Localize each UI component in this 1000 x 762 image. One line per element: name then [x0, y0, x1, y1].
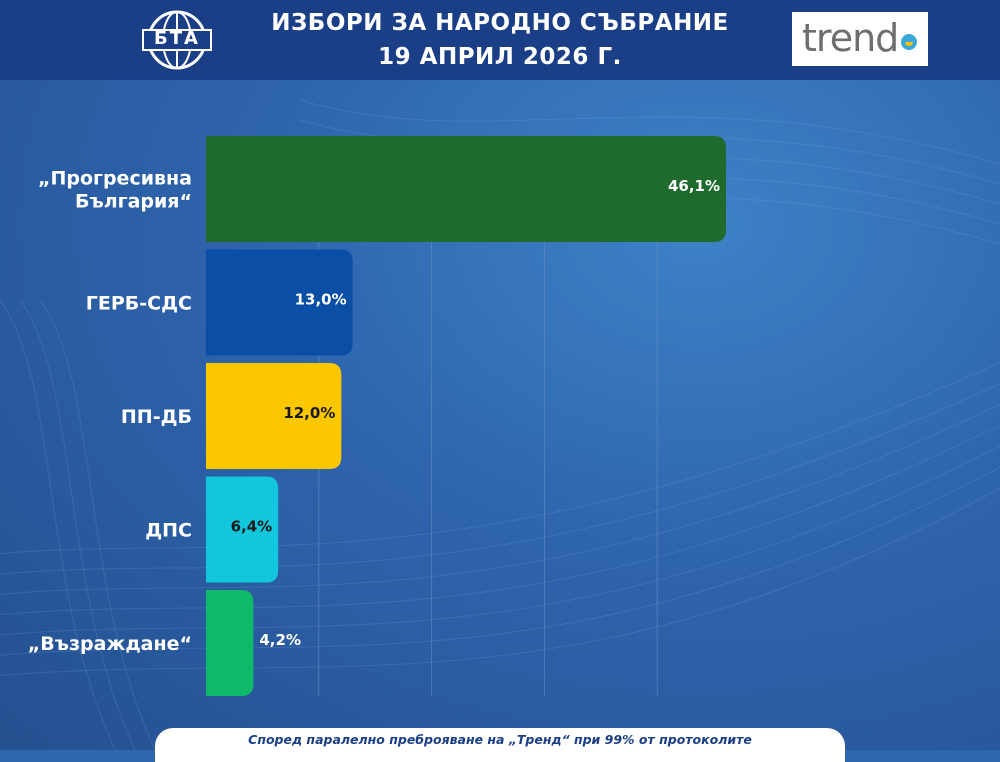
- category-label-герб-сдс: ГЕРБ-СДС: [86, 293, 192, 315]
- category-label-пп-дб: ПП-ДБ: [121, 406, 192, 428]
- title-line-1: ИЗБОРИ ЗА НАРОДНО СЪБРАНИЕ: [271, 10, 729, 36]
- title-line-2: 19 АПРИЛ 2026 Г.: [378, 44, 622, 70]
- bta-logo-text: БТА: [154, 28, 200, 49]
- category-label-възраждане: „Възраждане“: [28, 633, 192, 655]
- value-label-прогресивна-българия: 46,1%: [668, 177, 720, 195]
- chart-value-labels: 46,1% 13,0% 12,0% 6,4% 4,2%: [231, 177, 720, 649]
- bar-chart: „Прогресивна България“ ГЕРБ-СДС ПП-ДБ ДПС „Въ…: [28, 136, 727, 696]
- value-label-пп-дб: 12,0%: [283, 404, 335, 422]
- category-label-прогресивна-българия: „Прогресивна България“: [38, 168, 192, 213]
- footer-note: Според паралелно преброяване на „Тренд“ …: [155, 728, 845, 762]
- bta-logo: БТА: [140, 8, 214, 72]
- value-label-герб-сдс: 13,0%: [295, 291, 347, 309]
- bar-дпс: [206, 476, 279, 583]
- header-bar: БТА ИЗБОРИ ЗА НАРОДНО СЪБРАНИЕ 19 АПРИЛ …: [0, 0, 1000, 80]
- bar-пп-дб: [206, 363, 342, 469]
- bar-прогресивна-българия: [206, 136, 727, 242]
- bar-възраждане: [206, 590, 254, 696]
- chart-bars: [206, 136, 727, 696]
- value-label-дпс: 6,4%: [231, 518, 273, 536]
- category-label-дпс: ДПС: [145, 520, 192, 542]
- chart-category-labels: „Прогресивна България“ ГЕРБ-СДС ПП-ДБ ДПС „Въ…: [28, 168, 192, 656]
- trend-logo-text: trend: [802, 16, 899, 60]
- trend-logo: trend: [792, 12, 928, 66]
- page-title: ИЗБОРИ ЗА НАРОДНО СЪБРАНИЕ 19 АПРИЛ 2026…: [250, 6, 750, 74]
- value-label-възраждане: 4,2%: [259, 631, 301, 649]
- bar-герб-сдс: [206, 249, 353, 356]
